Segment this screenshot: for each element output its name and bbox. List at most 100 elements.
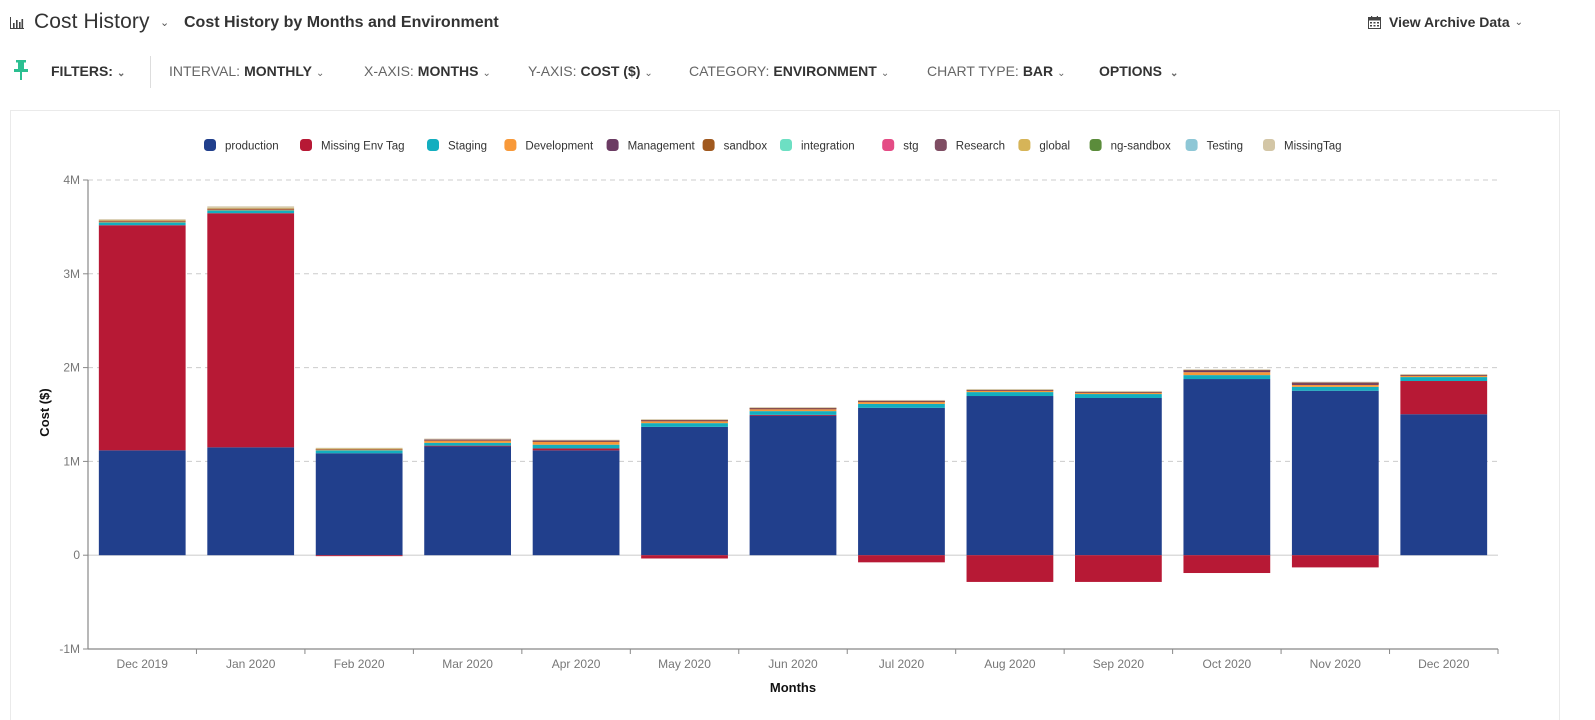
x-tick-label: Jan 2020 (226, 657, 276, 671)
bar-segment-production (749, 415, 837, 556)
bar-segment-research (1183, 369, 1271, 371)
legend-label: stg (903, 141, 918, 153)
bar-segment-development (966, 390, 1054, 393)
legend-label: integration (801, 141, 855, 153)
x-tick-label: Oct 2020 (1202, 657, 1251, 671)
bar-segment-missing-env-tag (966, 555, 1054, 582)
x-tick-label: Jul 2020 (879, 657, 925, 671)
legend-item-stg[interactable]: stg (882, 139, 919, 153)
legend-swatch (300, 139, 312, 151)
filters-label: FILTERS: (51, 63, 113, 79)
options-dropdown[interactable]: OPTIONS ⌄ (1099, 63, 1178, 79)
chart-subtitle: Cost History by Months and Environment (184, 14, 499, 31)
legend-item-development[interactable]: Development (504, 139, 594, 153)
legend-item-management[interactable]: Management (606, 139, 696, 153)
bar-segment-missingtag (641, 419, 728, 420)
category-value: ENVIRONMENT (773, 63, 877, 79)
legend-swatch (504, 139, 517, 151)
bar-segment-global (98, 219, 186, 221)
bar-segment-missing-env-tag (98, 225, 186, 451)
bar-segment-staging (1291, 386, 1379, 391)
toolbar-divider (150, 56, 151, 88)
bar-segment-missing-env-tag (1075, 555, 1162, 582)
legend-item-production[interactable]: production (204, 139, 279, 153)
legend-item-research[interactable]: Research (934, 139, 1005, 153)
bar-segment-missingtag (207, 206, 295, 208)
bar-segment-global (315, 448, 403, 450)
legend-item-missingtag[interactable]: MissingTag (1263, 139, 1342, 153)
bar-segment-research (858, 400, 945, 402)
bar-segment-development (1400, 375, 1488, 378)
x-tick-label: Jun 2020 (768, 657, 818, 671)
view-archive-data-button[interactable]: View Archive Data ⌄ (1368, 14, 1523, 30)
bar-segment-missing-env-tag (207, 213, 295, 448)
y-axis-label: Y-AXIS: (528, 63, 577, 79)
chevron-down-icon: ⌄ (880, 68, 890, 79)
legend-label: Management (628, 141, 696, 153)
page-title: Cost History (34, 10, 150, 33)
chart-type-dropdown[interactable]: CHART TYPE: BAR ⌄ (927, 63, 1066, 79)
bar-segment-production (1291, 390, 1379, 556)
bar-segment-management (1291, 383, 1379, 385)
y-tick-label: 0 (73, 548, 80, 562)
bar-segment-development (532, 441, 620, 445)
bar-segment-research (424, 439, 511, 441)
chevron-down-icon: ⌄ (1170, 68, 1179, 79)
bar-segment-development (858, 402, 945, 404)
legend-item-global[interactable]: global (1018, 139, 1070, 153)
bar-segment-production (1400, 414, 1488, 556)
bar-segment-staging (749, 411, 837, 415)
interval-dropdown[interactable]: INTERVAL: MONTHLY ⌄ (169, 63, 324, 79)
interval-label: INTERVAL: (169, 63, 241, 79)
bar-segment-development (1183, 372, 1271, 376)
legend-swatch (427, 139, 439, 151)
legend-item-missing-env-tag[interactable]: Missing Env Tag (300, 139, 405, 153)
bar-segment-development (424, 440, 511, 443)
bar-segment-staging (1183, 375, 1271, 380)
bar-segment-production (966, 396, 1054, 556)
y-tick-label: 1M (63, 454, 80, 468)
x-axis-dropdown[interactable]: X-AXIS: MONTHS ⌄ (364, 63, 491, 79)
bar-segment-staging (424, 442, 511, 446)
y-tick-label: -1M (59, 642, 80, 656)
legend-item-integration[interactable]: integration (780, 139, 855, 153)
bar-segment-missingtag (749, 407, 837, 408)
title-dropdown-chevron-icon[interactable]: ⌄ (160, 17, 170, 29)
bar-segment-production (1183, 379, 1271, 556)
legend-item-staging[interactable]: Staging (427, 139, 487, 153)
pin-icon[interactable] (14, 60, 28, 80)
bar-segment-missing-env-tag (424, 445, 511, 447)
calendar-icon (1368, 15, 1381, 29)
y-tick-label: 2M (63, 361, 80, 375)
bar-segment-missingtag (424, 438, 511, 440)
legend-item-ng-sandbox[interactable]: ng-sandbox (1089, 139, 1171, 153)
bar-segment-staging (98, 222, 186, 226)
bars (98, 206, 1488, 582)
category-dropdown[interactable]: CATEGORY: ENVIRONMENT ⌄ (689, 63, 889, 79)
filters-dropdown[interactable]: FILTERS: ⌄ (51, 63, 125, 79)
bar-segment-missing-env-tag (315, 555, 403, 557)
bar-segment-production (532, 450, 620, 556)
x-axis-label: X-AXIS: (364, 63, 414, 79)
bar-segment-research (641, 419, 728, 421)
chart-type-label: CHART TYPE: (927, 63, 1019, 79)
legend-label: MissingTag (1284, 141, 1342, 153)
bar-segment-development (641, 421, 728, 424)
legend-item-testing[interactable]: Testing (1185, 139, 1243, 153)
legend-swatch (702, 139, 715, 151)
bar-segment-staging (207, 210, 295, 214)
legend-label: Staging (448, 141, 487, 153)
x-axis-value: MONTHS (417, 63, 479, 79)
bar-segment-missingtag (858, 399, 945, 401)
bar-segment-production (424, 446, 511, 556)
bar-segment-staging (1400, 377, 1488, 382)
interval-value: MONTHLY (244, 63, 312, 79)
bar-segment-staging (858, 403, 945, 408)
y-axis-dropdown[interactable]: Y-AXIS: COST ($) ⌄ (528, 63, 653, 79)
legend-swatch (204, 139, 216, 151)
legend-item-sandbox[interactable]: sandbox (702, 139, 768, 153)
bar-segment-global (207, 207, 295, 209)
header: Cost History ⌄ Cost History by Months an… (0, 0, 1595, 48)
bar-segment-missingtag (1400, 373, 1488, 375)
